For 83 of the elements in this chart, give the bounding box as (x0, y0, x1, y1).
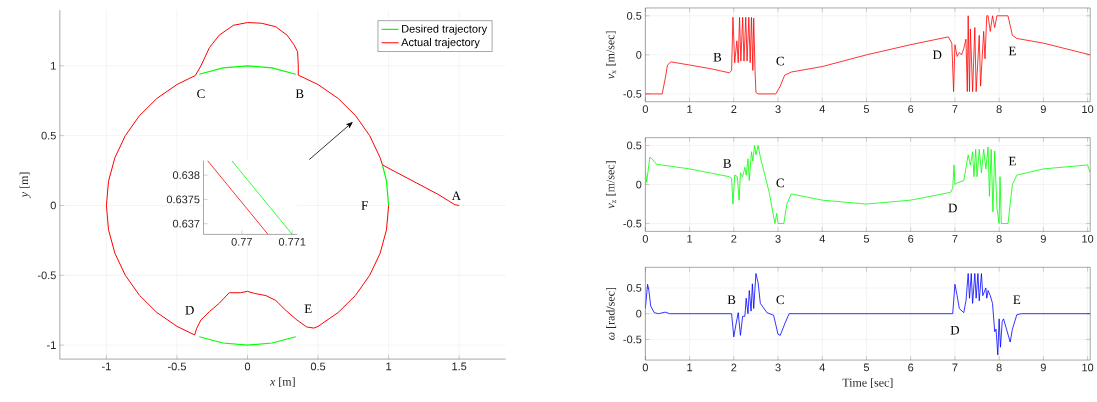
x-tick-label: 8 (996, 105, 1002, 114)
legend-label: Actual trajectory (401, 38, 480, 49)
y-tick-label: -1 (47, 341, 56, 349)
annotation: A (451, 191, 461, 200)
x-tick-label: 0.77 (231, 237, 252, 246)
x-tick-label: 7 (952, 234, 958, 243)
annotation: B (295, 89, 304, 99)
y-axis-title: y [m] (19, 172, 31, 199)
x-tick-label: 3 (775, 234, 781, 243)
y-axis-title: ω [rad/sec] (606, 287, 617, 340)
x-tick-label: 2 (731, 234, 737, 243)
annotation: E (304, 304, 312, 314)
x-tick-label: 0 (244, 362, 251, 371)
y-tick-label: 0.5 (627, 284, 642, 292)
y-tick-label: 0.5 (627, 141, 642, 150)
y-tick-label: 0.5 (627, 11, 642, 20)
annotation: C (776, 295, 784, 305)
annotation: B (727, 295, 736, 305)
y-tick-label: 0 (636, 309, 642, 318)
x-tick-label: 9 (1040, 234, 1046, 243)
x-tick-label: 6 (908, 363, 914, 372)
annotation: E (1008, 46, 1016, 56)
annotation: C (776, 56, 784, 66)
x-tick-label: 1 (687, 363, 693, 372)
y-tick-label: 0.637 (172, 219, 200, 228)
x-tick-label: 7 (952, 363, 958, 372)
annotation: C (776, 178, 784, 188)
x-tick-label: 5 (863, 363, 870, 372)
x-axis-title: Time [sec] (842, 378, 893, 389)
x-tick-label: 0 (642, 363, 648, 372)
x-tick-label: 5 (863, 234, 870, 243)
annotation: D (948, 203, 957, 213)
annotation: E (1013, 295, 1021, 305)
x-tick-label: 4 (819, 363, 825, 372)
x-tick-label: 0.5 (310, 362, 326, 371)
x-tick-label: 0 (642, 105, 648, 114)
x-tick-label: 6 (908, 105, 914, 114)
x-tick-label: 0 (642, 234, 648, 243)
y-tick-label: -0.5 (37, 271, 56, 280)
x-tick-label: 4 (819, 234, 825, 243)
annotation: C (197, 89, 205, 99)
x-tick-label: 3 (775, 105, 781, 114)
legend-label: Desired trajectory (402, 24, 488, 35)
y-tick-label: 0 (50, 201, 56, 210)
annotation: E (1008, 156, 1016, 166)
x-tick-label: 1 (386, 362, 392, 371)
x-tick-label: 10 (1082, 363, 1094, 372)
x-axis-title: x [m] (269, 377, 295, 388)
y-tick-label: 0.5 (41, 131, 56, 140)
y-tick-label: -0.5 (623, 335, 642, 344)
y-axis-title: v$_{x}$ [m/sec] (605, 31, 617, 80)
x-tick-label: -1 (102, 362, 111, 371)
y-tick-label: 0 (636, 50, 642, 59)
x-tick-label: 10 (1082, 105, 1094, 114)
x-tick-label: 9 (1040, 105, 1046, 114)
x-tick-label: 9 (1040, 363, 1046, 372)
y-tick-label: 0.638 (172, 171, 200, 180)
annotation: F (361, 201, 368, 210)
x-tick-label: 8 (996, 363, 1002, 372)
x-tick-label: 4 (819, 105, 825, 113)
annotation: B (713, 52, 722, 62)
x-tick-label: 10 (1082, 234, 1094, 243)
annotation: D (932, 50, 942, 60)
x-tick-label: 2 (731, 105, 737, 113)
x-tick-label: 7 (952, 105, 958, 113)
x-tick-label: 5 (863, 105, 870, 113)
y-tick-label: -0.5 (623, 219, 642, 228)
y-tick-label: 0.6375 (166, 195, 200, 204)
x-tick-label: 0.771 (278, 237, 306, 246)
y-tick-label: 0 (636, 180, 642, 189)
x-tick-label: 3 (775, 363, 781, 372)
y-tick-label: 1 (51, 62, 56, 70)
x-tick-label: 1 (687, 105, 693, 113)
x-tick-label: 1 (687, 234, 693, 243)
x-tick-label: 1.5 (452, 362, 467, 371)
annotation: D (185, 305, 194, 315)
x-tick-label: 6 (908, 234, 914, 243)
annotation: B (723, 159, 731, 168)
annotation: D (950, 325, 960, 335)
x-tick-label: 8 (996, 234, 1002, 243)
y-tick-label: -0.5 (623, 90, 642, 98)
y-axis-title: v$_{z}$ [m/sec] (605, 161, 617, 209)
x-tick-label: 2 (731, 363, 737, 372)
